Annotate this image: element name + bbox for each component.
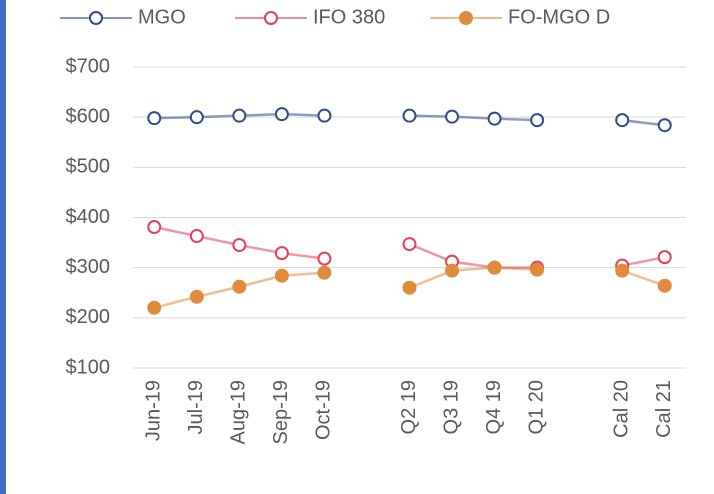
y-tick-label: $600 xyxy=(66,105,111,127)
marker xyxy=(615,113,630,128)
marker xyxy=(147,220,162,235)
x-tick-label: Q1 20 xyxy=(525,380,547,434)
x-tick-label: Oct-19 xyxy=(313,380,335,440)
marker xyxy=(317,108,332,123)
marker xyxy=(189,110,204,125)
marker xyxy=(317,251,332,266)
x-tick-label: Cal 20 xyxy=(610,380,632,438)
marker xyxy=(189,229,204,244)
x-tick-label: Jun-19 xyxy=(143,380,165,441)
marker xyxy=(232,108,247,123)
marker xyxy=(189,289,204,304)
marker xyxy=(232,238,247,253)
marker xyxy=(445,109,460,124)
marker xyxy=(445,263,460,278)
x-tick-label: Jul-19 xyxy=(185,380,207,434)
marker xyxy=(147,111,162,126)
y-tick-label: $400 xyxy=(66,206,111,228)
x-tick-label: Q3 19 xyxy=(440,380,462,434)
y-tick-label: $700 xyxy=(66,55,111,77)
marker xyxy=(487,260,502,275)
marker xyxy=(232,279,247,294)
marker xyxy=(487,111,502,126)
legend-marker xyxy=(89,11,103,25)
x-tick-label: Aug-19 xyxy=(228,380,250,445)
legend-marker xyxy=(264,11,278,25)
marker xyxy=(274,246,289,261)
frame-edge xyxy=(0,0,6,494)
y-tick-label: $100 xyxy=(66,356,111,378)
marker xyxy=(317,265,332,280)
marker xyxy=(615,263,630,278)
marker xyxy=(657,278,672,293)
marker xyxy=(530,113,545,128)
marker xyxy=(402,237,417,252)
marker xyxy=(402,280,417,295)
legend-label: IFO 380 xyxy=(313,6,385,28)
legend-label: FO-MGO D xyxy=(508,6,610,28)
legend-label: MGO xyxy=(138,6,186,28)
marker xyxy=(657,118,672,133)
y-tick-label: $500 xyxy=(66,156,111,178)
y-tick-label: $300 xyxy=(66,256,111,278)
marker xyxy=(657,250,672,265)
x-tick-label: Q2 19 xyxy=(398,380,420,434)
marker xyxy=(402,108,417,123)
marker xyxy=(274,268,289,283)
x-tick-label: Cal 21 xyxy=(653,380,675,438)
legend-marker xyxy=(459,11,473,25)
x-tick-label: Q4 19 xyxy=(483,380,505,434)
y-tick-label: $200 xyxy=(66,306,111,328)
marker xyxy=(530,262,545,277)
marker xyxy=(147,300,162,315)
marker xyxy=(274,107,289,122)
x-tick-label: Sep-19 xyxy=(270,380,292,445)
